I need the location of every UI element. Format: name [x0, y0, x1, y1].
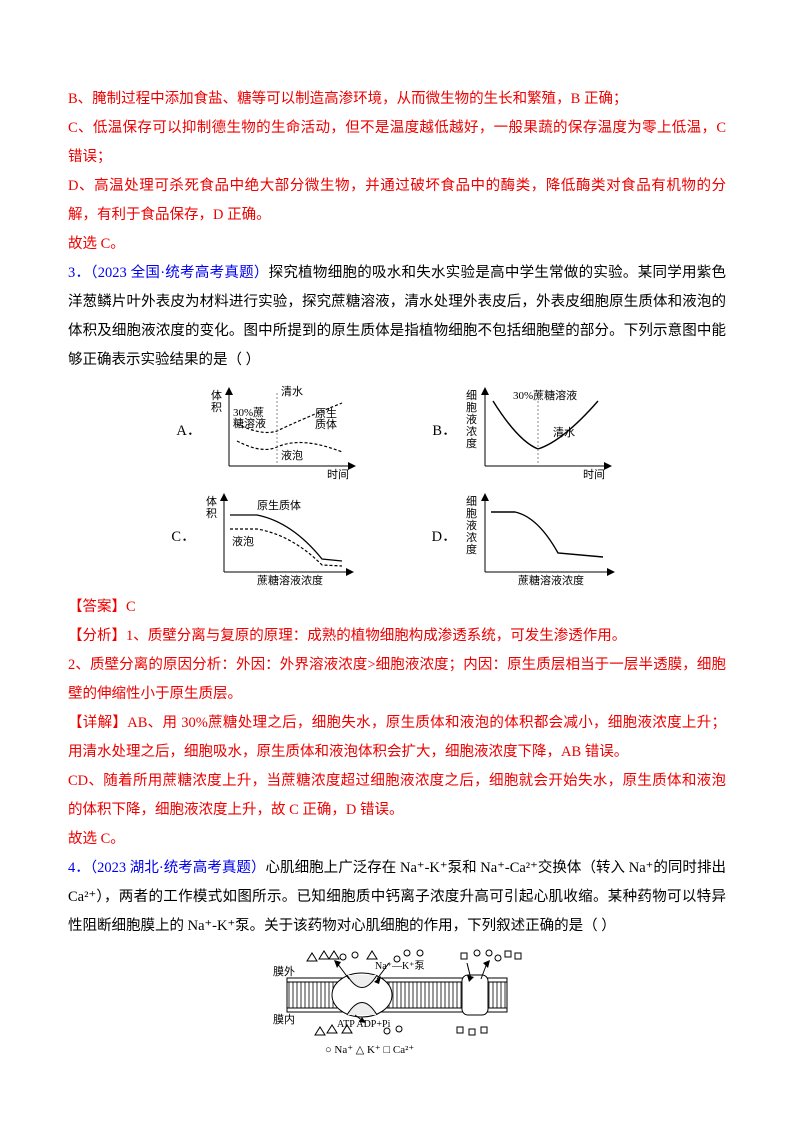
svg-text:清水: 清水	[553, 426, 575, 439]
svg-text:浓: 浓	[466, 531, 477, 544]
q3-detail-ab: 【详解】AB、用 30%蔗糖处理之后，细胞失水，原生质体和液泡的体积都会减小，细…	[68, 709, 726, 767]
svg-text:体: 体	[206, 494, 217, 508]
svg-text:原生: 原生	[315, 406, 337, 420]
svg-text:胞: 胞	[466, 401, 477, 414]
q3-option-b: B． 细胞液浓度 30%蔗糖溶液 清水 时间	[432, 381, 617, 481]
answer-line-c: C、低温保存可以抑制德生物的生命活动，但不是温度越低越好，一般果蔬的保存温度为零…	[68, 114, 726, 172]
svg-text:体: 体	[211, 388, 222, 402]
svg-text:度: 度	[466, 542, 477, 556]
q3-option-d: D． 细胞液浓度 蔗糖溶液浓度	[432, 487, 623, 587]
q4-source: 4．（2023 湖北·统考高考真题）	[68, 860, 266, 876]
svg-text:液: 液	[466, 518, 477, 532]
svg-text:Na⁺—K⁺泵: Na⁺—K⁺泵	[375, 960, 424, 972]
q3-stem: 3．（2023 全国·统考高考真题）探究植物细胞的吸水和失水实验是高中学生常做的…	[68, 259, 726, 375]
answer-line-b: B、腌制过程中添加食盐、糖等可以制造高渗环境，从而微生物的生长和繁殖，B 正确；	[68, 85, 726, 114]
svg-text:液泡: 液泡	[232, 534, 254, 548]
q3-optD-label: D．	[432, 523, 457, 552]
svg-text:浓: 浓	[466, 425, 477, 438]
graph-d-svg: 细胞液浓度 蔗糖溶液浓度	[463, 487, 623, 587]
svg-text:细: 细	[466, 495, 477, 508]
svg-text:糖溶液: 糖溶液	[233, 416, 266, 430]
svg-text:液泡: 液泡	[281, 448, 303, 462]
answer-line-d: D、高温处理可杀死食品中绝大部分微生物，并通过破坏食品中的酶类，降低酶类对食品有…	[68, 172, 726, 230]
q4-stem: 4．（2023 湖北·统考高考真题）心肌细胞上广泛存在 Na⁺-K⁺泵和 Na⁺…	[68, 854, 726, 941]
q3-choose: 故选 C。	[68, 825, 726, 854]
q3-graphs-row-1: A． 体积 清水 原生质体 30%蔗糖溶液 液泡 时间 B．	[68, 381, 726, 481]
q3-optB-label: B．	[432, 417, 456, 446]
q3-option-c: C． 体积 原生质体 液泡 蔗糖溶液浓度	[171, 487, 361, 587]
svg-text:30%蔗糖溶液: 30%蔗糖溶液	[513, 388, 577, 402]
q3-analysis-2: 2、质壁分离的原因分析：外因：外界溶液浓度>细胞液浓度；内因：原生质层相当于一层…	[68, 651, 726, 709]
svg-text:原生质体: 原生质体	[257, 498, 301, 512]
svg-text:膜外: 膜外	[273, 965, 295, 978]
q3-source: 3．（2023 全国·统考高考真题）	[68, 265, 269, 281]
svg-text:蔗糖溶液浓度: 蔗糖溶液浓度	[518, 573, 584, 587]
answer-choose-c: 故选 C。	[68, 230, 726, 259]
graph-b-svg: 细胞液浓度 30%蔗糖溶液 清水 时间	[463, 381, 618, 481]
q3-detail-cd: CD、随着所用蔗糖浓度上升，当蔗糖浓度超过细胞液浓度之后，细胞就会开始失水，原生…	[68, 767, 726, 825]
q3-graphs-row-2: C． 体积 原生质体 液泡 蔗糖溶液浓度 D． 细胞液浓度 蔗糖溶液浓度	[68, 487, 726, 587]
svg-text:时间: 时间	[583, 468, 605, 481]
svg-text:清水: 清水	[281, 385, 303, 398]
svg-text:细: 细	[466, 389, 477, 402]
q3-answer: 【答案】C	[68, 593, 726, 622]
svg-text:积: 积	[206, 507, 217, 520]
svg-text:胞: 胞	[466, 507, 477, 520]
svg-text:时间: 时间	[327, 468, 349, 481]
svg-text:膜内: 膜内	[273, 1012, 295, 1026]
q3-optC-label: C．	[171, 523, 195, 552]
svg-text:质体: 质体	[315, 417, 337, 431]
q4-diagram: 膜外 膜内 Na⁺—K⁺泵 ATP ADP+Pi ○ Na⁺ △ K⁺ □ Ca…	[68, 945, 726, 1065]
svg-text:蔗糖溶液浓度: 蔗糖溶液浓度	[257, 573, 323, 587]
svg-text:○ Na⁺ △ K⁺ □ Ca²⁺: ○ Na⁺ △ K⁺ □ Ca²⁺	[325, 1044, 414, 1056]
q3-option-a: A． 体积 清水 原生质体 30%蔗糖溶液 液泡 时间	[176, 381, 362, 481]
q4-membrane-svg: 膜外 膜内 Na⁺—K⁺泵 ATP ADP+Pi ○ Na⁺ △ K⁺ □ Ca…	[267, 945, 527, 1065]
graph-c-svg: 体积 原生质体 液泡 蔗糖溶液浓度	[202, 487, 362, 587]
svg-text:液: 液	[466, 412, 477, 426]
svg-text:积: 积	[211, 401, 222, 414]
q3-optA-label: A．	[176, 417, 201, 446]
q3-analysis-1: 【分析】1、质壁分离与复原的原理：成熟的植物细胞构成渗透系统，可发生渗透作用。	[68, 622, 726, 651]
graph-a-svg: 体积 清水 原生质体 30%蔗糖溶液 液泡 时间	[207, 381, 362, 481]
svg-text:度: 度	[466, 436, 477, 450]
